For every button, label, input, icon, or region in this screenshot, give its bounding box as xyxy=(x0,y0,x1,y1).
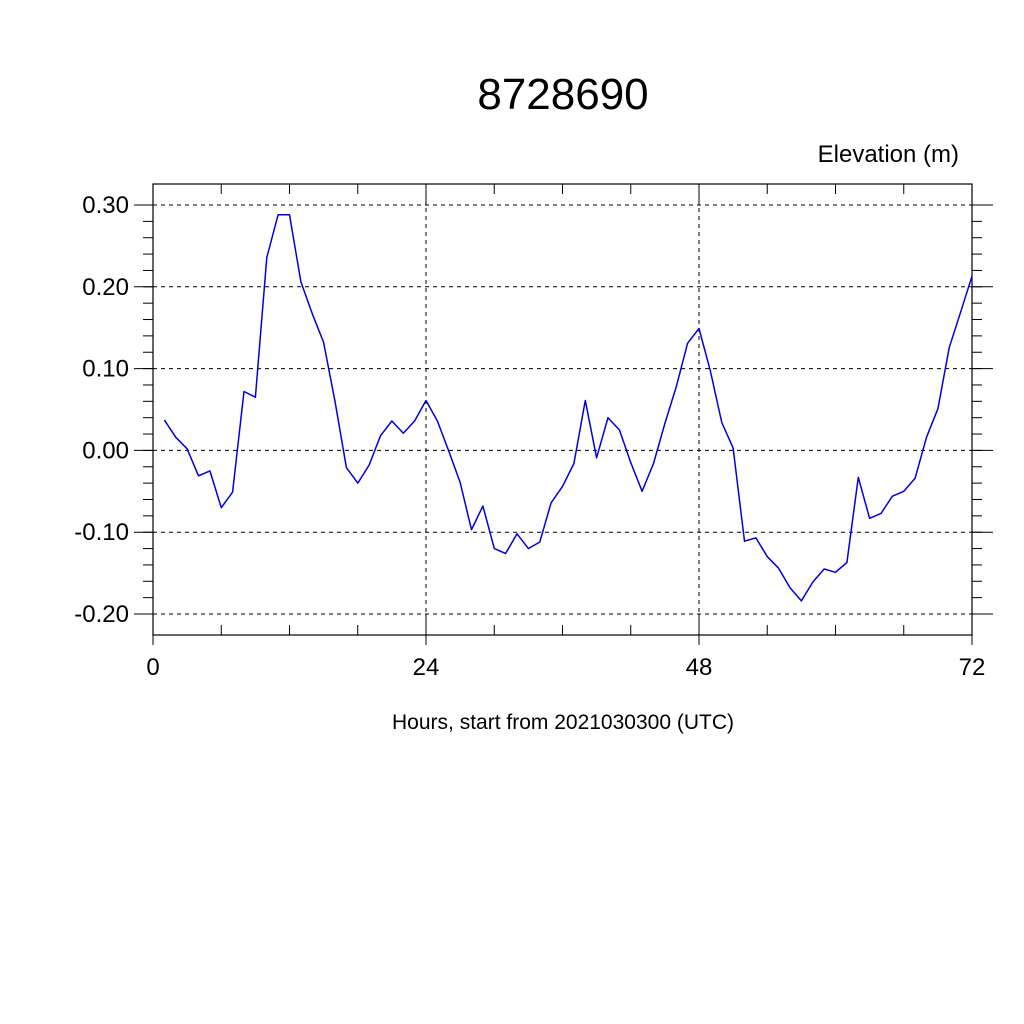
units-label: Elevation (m) xyxy=(818,141,959,168)
y-tick-label: 0.00 xyxy=(82,437,129,464)
x-tick-label: 0 xyxy=(146,654,159,681)
y-tick-label: 0.30 xyxy=(82,192,129,219)
tick-labels: -0.20 -0.10 0.00 0.10 0.20 0.30 0 24 48 72 xyxy=(74,192,985,681)
axis-ticks xyxy=(134,184,993,645)
x-tick-label: 48 xyxy=(686,654,713,681)
chart-title: 8728690 xyxy=(477,70,648,119)
y-tick-label: 0.20 xyxy=(82,274,129,301)
x-tick-label: 72 xyxy=(959,654,986,681)
y-tick-label: -0.20 xyxy=(74,601,129,628)
elevation-series-line xyxy=(163,214,973,602)
y-tick-label: -0.10 xyxy=(74,519,129,546)
plot-frame xyxy=(152,183,973,636)
grid-lines xyxy=(152,184,973,635)
y-tick-label: 0.10 xyxy=(82,356,129,383)
x-axis-label: Hours, start from 2021030300 (UTC) xyxy=(392,711,734,734)
x-tick-label: 24 xyxy=(413,654,440,681)
